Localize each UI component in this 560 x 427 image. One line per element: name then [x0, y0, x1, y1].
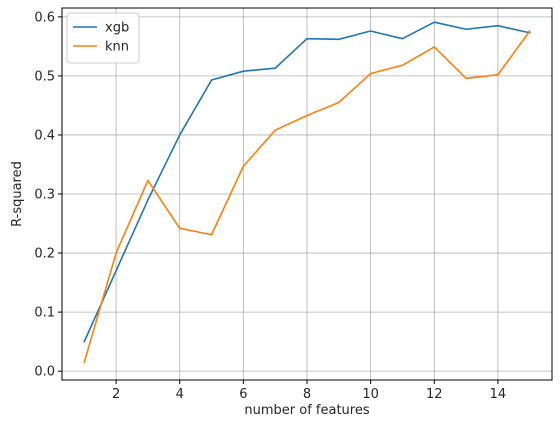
grid [62, 8, 552, 380]
x-tick-label: 10 [362, 387, 379, 402]
x-axis-label: number of features [244, 403, 369, 418]
y-axis-ticks: 0.0 0.1 0.2 0.3 0.4 0.5 0.6 [34, 10, 62, 379]
y-tick-label: 0.5 [34, 69, 55, 84]
y-tick-label: 0.0 [34, 365, 55, 380]
x-tick-label: 4 [176, 387, 184, 402]
y-tick-label: 0.3 [34, 188, 55, 203]
legend-label-xgb: xgb [105, 21, 129, 36]
y-tick-label: 0.4 [34, 128, 55, 143]
y-tick-label: 0.1 [34, 306, 55, 321]
x-tick-label: 2 [112, 387, 120, 402]
x-tick-label: 8 [303, 387, 311, 402]
legend: xgb knn [67, 13, 139, 63]
legend-label-knn: knn [105, 40, 129, 55]
y-axis-label: R-squared [10, 161, 25, 227]
y-tick-label: 0.6 [34, 10, 55, 25]
x-axis-ticks: 2 4 6 8 10 12 14 [112, 380, 506, 402]
x-tick-label: 14 [490, 387, 507, 402]
x-tick-label: 6 [239, 387, 247, 402]
x-tick-label: 12 [426, 387, 443, 402]
y-tick-label: 0.2 [34, 247, 55, 262]
